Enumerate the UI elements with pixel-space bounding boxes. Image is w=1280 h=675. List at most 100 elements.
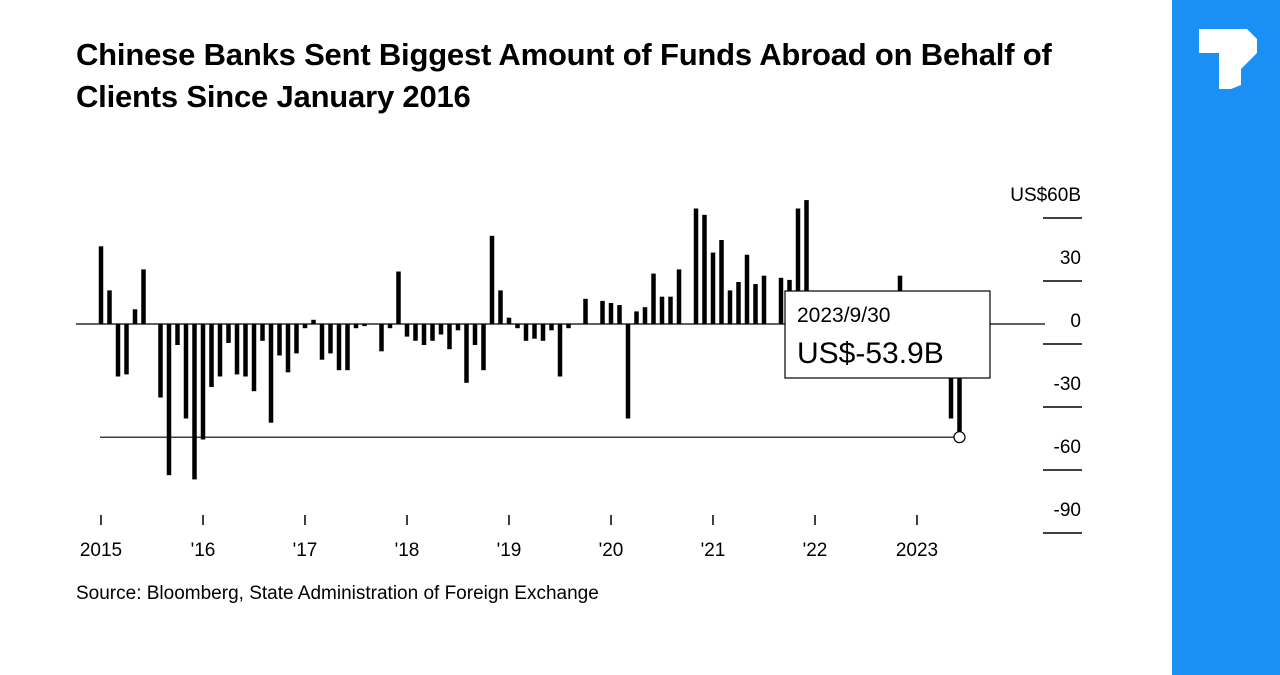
bar <box>719 240 724 324</box>
bar <box>710 252 716 324</box>
bar-chart: US$60B 30 0 -30 -60 -90 2015 '16 '17 '18 '19 '20 '2… <box>76 185 1082 561</box>
bar <box>421 324 427 345</box>
bar <box>226 324 231 343</box>
callout-value: US$-53.9B <box>797 337 944 370</box>
bar <box>557 324 563 377</box>
bar <box>209 324 214 387</box>
bar <box>175 324 180 345</box>
callout-box <box>784 290 991 379</box>
bar <box>634 311 639 324</box>
bar <box>362 324 367 327</box>
bar <box>693 208 699 324</box>
bar <box>217 324 223 377</box>
y-tick-label: -90 <box>1054 500 1081 521</box>
callout-date: 2023/9/30 <box>797 304 890 327</box>
bar <box>345 324 350 371</box>
bar <box>183 324 189 419</box>
bar <box>132 309 138 324</box>
value-callout: 2023/9/30 US$-53.9B <box>784 290 991 444</box>
bar <box>311 319 316 324</box>
bar <box>285 324 291 373</box>
bar <box>379 324 384 352</box>
bar <box>753 284 758 324</box>
bar <box>353 324 359 329</box>
x-tick-label: '21 <box>701 540 726 561</box>
bar <box>447 324 452 350</box>
bar <box>761 275 767 324</box>
bar <box>957 324 962 438</box>
bar <box>268 324 274 423</box>
brand-sidebar <box>1172 0 1280 675</box>
bar <box>404 324 410 337</box>
bar <box>234 324 240 375</box>
bar <box>744 254 750 324</box>
bar <box>319 324 325 360</box>
y-tick-label: US$60B <box>1010 185 1081 206</box>
x-tick-label: 2015 <box>80 540 122 561</box>
bar <box>124 324 129 375</box>
bar <box>659 296 665 324</box>
bar <box>302 324 308 329</box>
y-tick-label: 0 <box>1070 311 1081 332</box>
y-tick-label: -30 <box>1054 374 1081 395</box>
x-tick-label: '19 <box>497 540 522 561</box>
bar <box>166 324 172 476</box>
y-tick-label: -60 <box>1054 437 1081 458</box>
x-tick-label: '20 <box>599 540 624 561</box>
bar <box>438 324 444 335</box>
bar <box>727 290 733 324</box>
bar <box>523 324 529 341</box>
x-axis: 2015 '16 '17 '18 '19 '20 '21 '22 2023 <box>80 515 938 561</box>
x-tick-label: 2023 <box>896 540 938 561</box>
chart-title: Chinese Banks Sent Biggest Amount of Fun… <box>76 37 1052 114</box>
y-tick-label: 30 <box>1060 248 1081 269</box>
bar <box>98 246 104 324</box>
source-note: Source: Bloomberg, State Administration … <box>76 583 599 604</box>
bar <box>600 300 605 324</box>
bar <box>336 324 342 371</box>
y-gridlines <box>1043 217 1082 534</box>
x-tick-label: '17 <box>293 540 318 561</box>
bar <box>617 305 622 324</box>
bar <box>651 273 656 324</box>
bar <box>676 269 682 324</box>
bar <box>795 208 801 324</box>
bar <box>260 324 265 341</box>
bar <box>200 324 206 440</box>
bar <box>515 324 520 329</box>
bar <box>481 324 486 371</box>
bar <box>192 324 197 480</box>
bar <box>549 324 554 331</box>
bar <box>506 317 512 324</box>
t-logo-icon <box>1199 29 1257 89</box>
bar <box>277 324 282 356</box>
bar <box>540 324 546 341</box>
bar <box>107 290 112 324</box>
bar <box>430 324 435 341</box>
callout-marker <box>953 431 966 444</box>
bar <box>804 200 809 324</box>
bar <box>141 269 146 324</box>
bar <box>583 298 588 324</box>
bar <box>532 324 537 339</box>
x-tick-label: '22 <box>803 540 828 561</box>
bar <box>251 324 257 392</box>
bar <box>455 324 461 331</box>
bar <box>158 324 163 398</box>
bar <box>778 277 784 324</box>
x-tick-label: '16 <box>191 540 216 561</box>
bar <box>294 324 299 354</box>
x-tick-label: '18 <box>395 540 420 561</box>
bar <box>489 235 495 324</box>
bar <box>413 324 418 341</box>
bar <box>396 271 401 324</box>
bar <box>464 324 469 383</box>
bar <box>625 324 631 419</box>
bar <box>642 307 648 324</box>
bar <box>387 324 393 329</box>
bar <box>243 324 248 377</box>
bar <box>702 214 707 324</box>
bar <box>668 296 673 324</box>
bar <box>328 324 333 354</box>
bar <box>608 303 614 324</box>
